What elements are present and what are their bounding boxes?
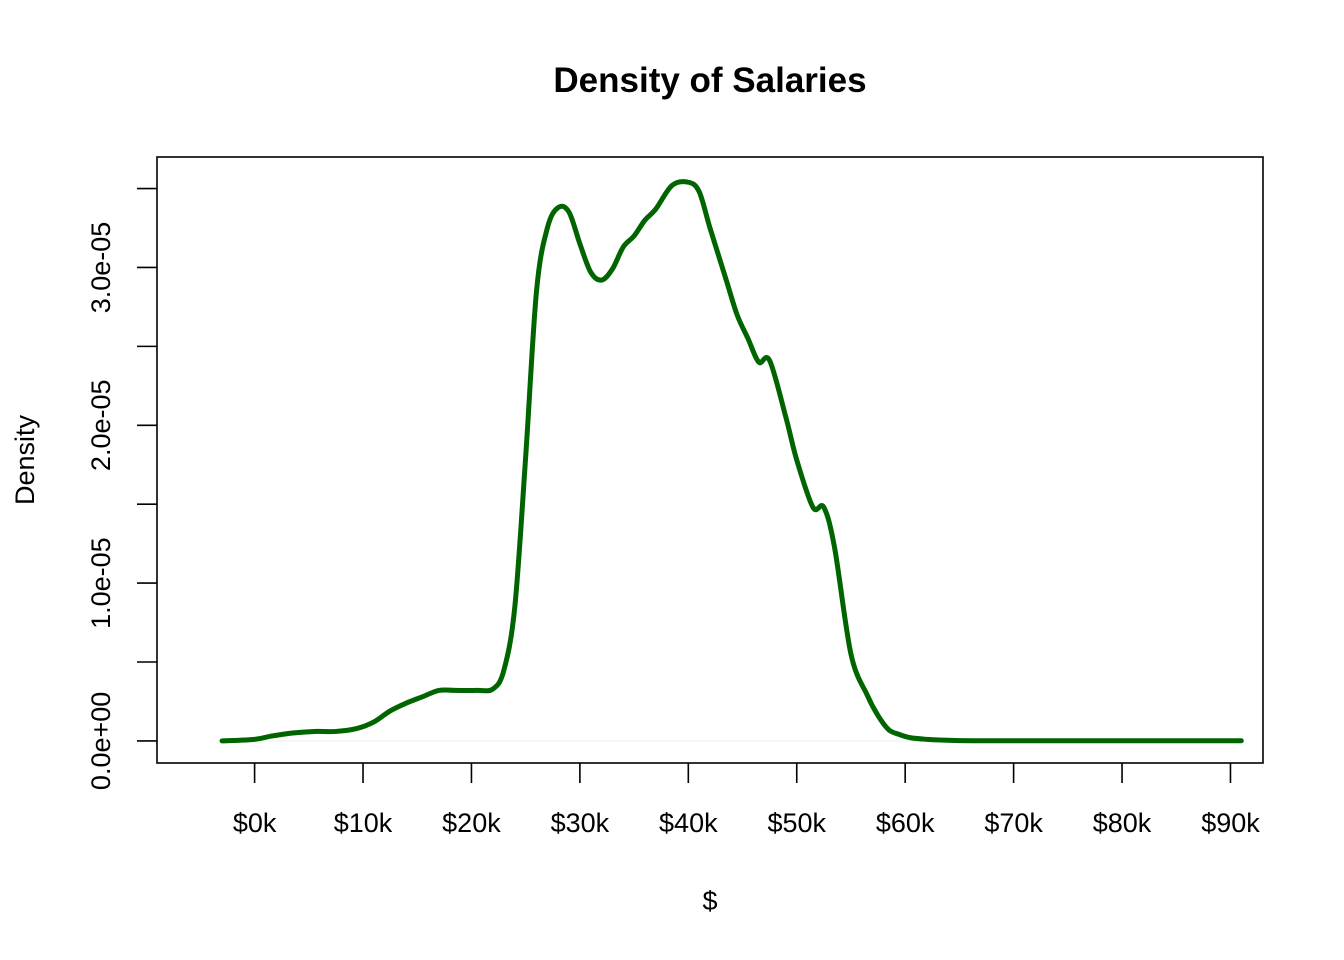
chart-title: Density of Salaries <box>553 61 866 100</box>
x-tick-label: $90k <box>1201 808 1260 838</box>
x-tick-label: $60k <box>876 808 935 838</box>
x-tick-label: $20k <box>442 808 501 838</box>
x-tick-label: $0k <box>233 808 277 838</box>
x-tick-label: $80k <box>1093 808 1152 838</box>
x-tick-label: $30k <box>551 808 610 838</box>
plot-area <box>219 179 1244 744</box>
x-tick-label: $70k <box>984 808 1043 838</box>
y-tick-label: 2.0e-05 <box>86 379 116 471</box>
y-axis-label: Density <box>10 414 40 505</box>
y-tick-label: 1.0e-05 <box>86 537 116 629</box>
density-line <box>219 179 1244 744</box>
x-axis-label: $ <box>702 886 717 916</box>
x-tick-label: $50k <box>767 808 826 838</box>
y-tick-label: 0.0e+00 <box>86 692 116 790</box>
y-axis: 0.0e+00 1.0e-05 2.0e-05 3.0e-05 <box>86 187 157 790</box>
x-tick-label: $40k <box>659 808 718 838</box>
x-tick-label: $10k <box>334 808 393 838</box>
y-tick-label: 3.0e-05 <box>86 222 116 314</box>
plot-frame <box>156 156 1264 764</box>
x-axis: $0k $10k $20k $30k $40k $50k $60k $70k $80k $90k <box>233 763 1260 838</box>
